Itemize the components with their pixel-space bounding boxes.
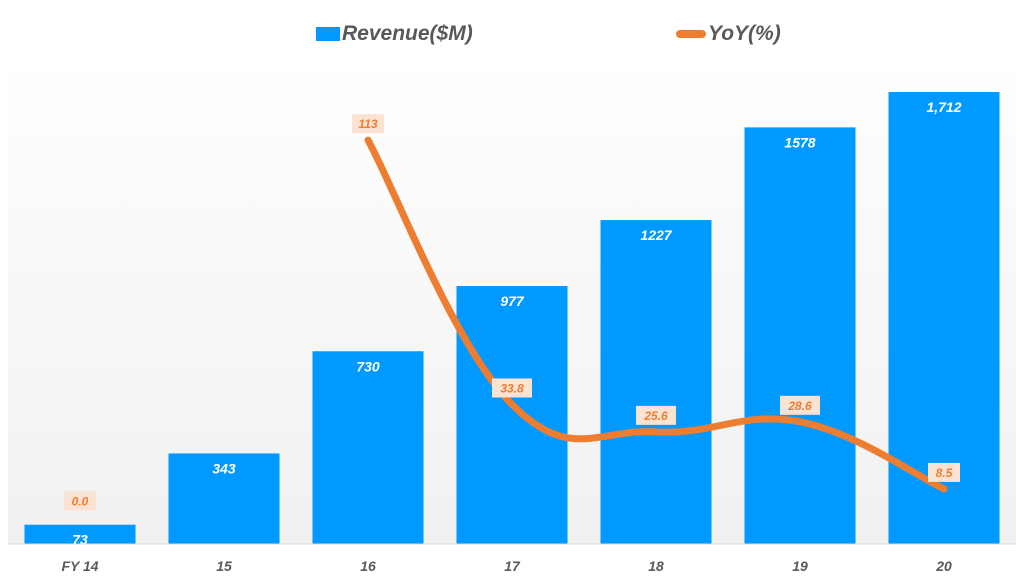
bar-data-label: 1,712 — [926, 99, 961, 115]
legend-revenue: Revenue($M) — [316, 22, 473, 46]
x-tick-label: 19 — [792, 558, 808, 574]
bar-data-label: 730 — [356, 358, 380, 374]
yoy-data-label: 0.0 — [72, 494, 89, 508]
bar-revenue — [600, 220, 712, 544]
yoy-label-bg — [636, 405, 676, 425]
bar-revenue — [744, 127, 856, 544]
yoy-data-label: 25.6 — [643, 409, 668, 423]
legend-line-swatch — [676, 30, 706, 38]
bar-revenue — [312, 351, 424, 544]
x-tick-label: 16 — [360, 558, 376, 574]
legend-yoy: YoY(%) — [676, 22, 781, 46]
bar-data-label: 73 — [72, 532, 88, 548]
yoy-label-bg — [492, 378, 532, 398]
x-tick-label: 15 — [216, 558, 232, 574]
yoy-label-bg — [352, 114, 384, 134]
yoy-label-bg — [64, 491, 96, 511]
yoy-label-bg — [928, 462, 960, 482]
yoy-label-bg — [780, 395, 820, 415]
bar-data-label: 1578 — [784, 134, 815, 150]
bar-revenue — [456, 286, 568, 544]
bar-data-label: 1227 — [640, 227, 672, 243]
yoy-line — [364, 136, 948, 493]
yoy-data-label: 8.5 — [936, 466, 953, 480]
legend-yoy-label: YoY(%) — [708, 22, 781, 45]
yoy-data-label: 28.6 — [787, 399, 812, 413]
x-tick-label: FY 14 — [61, 558, 98, 574]
legend-bar-swatch — [316, 27, 340, 41]
bar-data-label: 343 — [212, 460, 236, 476]
yoy-data-label: 113 — [358, 117, 377, 131]
yoy-data-label: 33.8 — [500, 381, 524, 395]
bar-data-label: 977 — [500, 293, 525, 309]
bar-revenue — [168, 453, 280, 544]
bar-revenue — [24, 524, 136, 544]
legend-revenue-label: Revenue($M) — [342, 22, 473, 45]
x-tick-label: 17 — [504, 558, 521, 574]
x-tick-label: 18 — [648, 558, 664, 574]
x-tick-label: 20 — [935, 558, 952, 574]
